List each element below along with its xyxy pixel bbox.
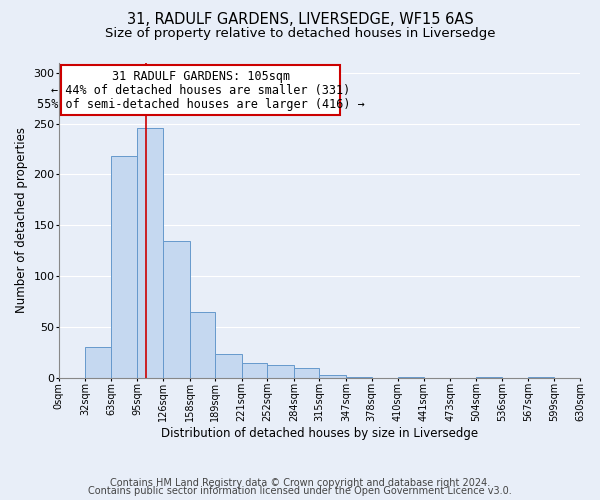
Y-axis label: Number of detached properties: Number of detached properties [15, 127, 28, 313]
Bar [528, 377, 554, 378]
Bar [137, 128, 163, 378]
Bar [215, 354, 242, 378]
Bar [294, 368, 319, 378]
Text: 31 RADULF GARDENS: 105sqm: 31 RADULF GARDENS: 105sqm [112, 70, 290, 82]
Text: Size of property relative to detached houses in Liversedge: Size of property relative to detached ho… [105, 28, 495, 40]
Bar [190, 312, 215, 378]
Bar [111, 156, 137, 378]
X-axis label: Distribution of detached houses by size in Liversedge: Distribution of detached houses by size … [161, 427, 478, 440]
Text: 31, RADULF GARDENS, LIVERSEDGE, WF15 6AS: 31, RADULF GARDENS, LIVERSEDGE, WF15 6AS [127, 12, 473, 28]
Bar [85, 348, 111, 378]
Bar [268, 364, 294, 378]
Text: Contains public sector information licensed under the Open Government Licence v3: Contains public sector information licen… [88, 486, 512, 496]
Text: ← 44% of detached houses are smaller (331): ← 44% of detached houses are smaller (33… [51, 84, 350, 97]
Bar [346, 377, 371, 378]
Bar [476, 377, 502, 378]
Text: Contains HM Land Registry data © Crown copyright and database right 2024.: Contains HM Land Registry data © Crown c… [110, 478, 490, 488]
Bar [242, 362, 268, 378]
Bar [398, 377, 424, 378]
Text: 55% of semi-detached houses are larger (416) →: 55% of semi-detached houses are larger (… [37, 98, 365, 111]
Bar [319, 374, 346, 378]
Bar [163, 242, 190, 378]
FancyBboxPatch shape [61, 64, 340, 116]
